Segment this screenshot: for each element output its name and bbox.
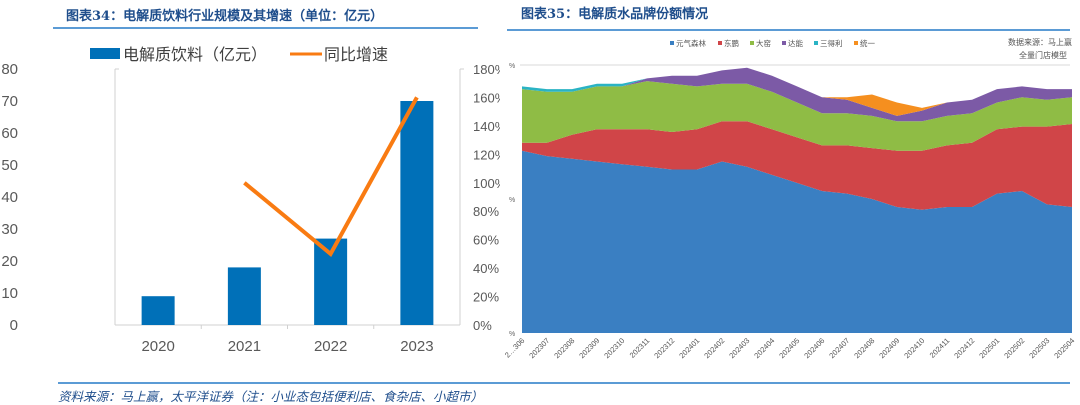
footer-source: 资料来源：马上赢，太平洋证券（注：小业态包括便利店、食杂店、小超市） — [58, 386, 483, 405]
x-axis-label: 202410 — [902, 336, 926, 360]
legend-label: 三得利 — [820, 38, 843, 48]
x-axis-label: 202310 — [602, 336, 626, 360]
bar-2020 — [142, 296, 175, 325]
left-axis-tick-label: 10 — [1, 285, 18, 302]
y-axis-percent-mark: % — [509, 331, 515, 338]
legend-label-line: 同比增速 — [324, 46, 388, 64]
x-axis-label: 202404 — [752, 336, 776, 360]
x-axis-label: 202501 — [977, 336, 1001, 360]
legend-swatch-元气森林 — [670, 41, 674, 45]
x-axis-label: 202307 — [527, 336, 551, 360]
x-axis-label: 202403 — [727, 336, 751, 360]
source-note-line2: 全量门店模型 — [1019, 50, 1067, 60]
legend-label: 达能 — [788, 38, 803, 48]
right-axis-tick-label: 160% — [473, 90, 500, 105]
x-axis-label: 202312 — [652, 336, 676, 360]
x-axis-label: 202504 — [1052, 336, 1076, 360]
legend-swatch-东鹏 — [718, 41, 722, 45]
left-legend: 电解质饮料（亿元） 同比增速 — [90, 46, 388, 64]
right-axis-tick-label: 60% — [473, 233, 499, 248]
legend-swatch-bar — [90, 48, 120, 59]
x-axis-label: 202401 — [677, 336, 701, 360]
legend-label: 元气森林 — [676, 38, 706, 48]
legend-swatch-统一 — [854, 41, 858, 45]
left-axis-tick-label: 30 — [1, 221, 18, 238]
right-axis-tick-label: 140% — [473, 119, 500, 134]
legend-swatch-大窑 — [750, 41, 754, 45]
left-axis-tick-label: 20 — [1, 253, 18, 270]
right-axis-tick-label: 0% — [473, 318, 492, 333]
source-note-line1: 数据来源：马上赢 — [1008, 37, 1072, 47]
footer-rule — [58, 382, 1070, 384]
x-axis-label: 202411 — [928, 336, 952, 360]
legend-label-bar: 电解质饮料（亿元） — [123, 46, 267, 64]
x-axis-label: 202402 — [702, 336, 726, 360]
bar-2021 — [228, 267, 261, 325]
x-axis-label: 202309 — [577, 336, 601, 360]
right-axis-tick-label: 180% — [473, 62, 500, 77]
x-axis-label: 2…306 — [505, 336, 526, 359]
y-axis-percent-mark: % — [509, 63, 515, 70]
y-axis-percent-mark: % — [509, 197, 515, 204]
legend-swatch-三得利 — [814, 41, 818, 45]
left-axis-tick-label: 50 — [1, 157, 18, 174]
left-chart: 电解质饮料（亿元） 同比增速 0 10 20 30 40 50 60 70 80 0% 20% 40%… — [0, 0, 500, 360]
x-axis-label: 202405 — [777, 336, 801, 360]
right-axis-tick-label: 80% — [473, 204, 499, 219]
x-axis-label: 202311 — [628, 336, 652, 360]
right-legend: 元气森林 东鹏 大窑 达能 三得利 统一 — [670, 38, 875, 48]
left-axis-tick-label: 70 — [1, 93, 18, 110]
left-axis-tick-label: 0 — [10, 317, 18, 334]
x-axis-tick-label: 2023 — [400, 338, 433, 355]
right-axis-tick-label: 40% — [473, 261, 499, 276]
left-axis-tick-label: 40 — [1, 189, 18, 206]
right-axis-tick-label: 120% — [473, 147, 500, 162]
right-axis-tick-label: 100% — [473, 176, 500, 191]
x-axis-label: 202502 — [1002, 336, 1026, 360]
x-axis-tick-label: 2021 — [228, 338, 261, 355]
x-axis-label: 202408 — [852, 336, 876, 360]
legend-label: 东鹏 — [724, 38, 739, 48]
x-axis-label: 202308 — [552, 336, 576, 360]
legend-label: 统一 — [860, 38, 875, 48]
left-axis-tick-label: 80 — [1, 61, 18, 78]
x-axis-label: 202409 — [877, 336, 901, 360]
legend-swatch-达能 — [782, 41, 786, 45]
right-chart: 元气森林 东鹏 大窑 达能 三得利 统一 数据来源：马上赢 全量门店模型 %%% 2…30… — [505, 0, 1080, 380]
x-axis-label: 202503 — [1027, 336, 1051, 360]
growth-line — [244, 97, 417, 254]
left-axis-tick-label: 60 — [1, 125, 18, 142]
bar-2023 — [400, 101, 433, 325]
x-axis-label: 202412 — [952, 336, 976, 360]
x-axis-label: 202406 — [802, 336, 826, 360]
x-axis-label: 202407 — [827, 336, 851, 360]
x-axis-tick-label: 2022 — [314, 338, 347, 355]
legend-label: 大窑 — [756, 38, 771, 48]
x-axis-tick-label: 2020 — [141, 338, 174, 355]
right-axis-tick-label: 20% — [473, 290, 499, 305]
